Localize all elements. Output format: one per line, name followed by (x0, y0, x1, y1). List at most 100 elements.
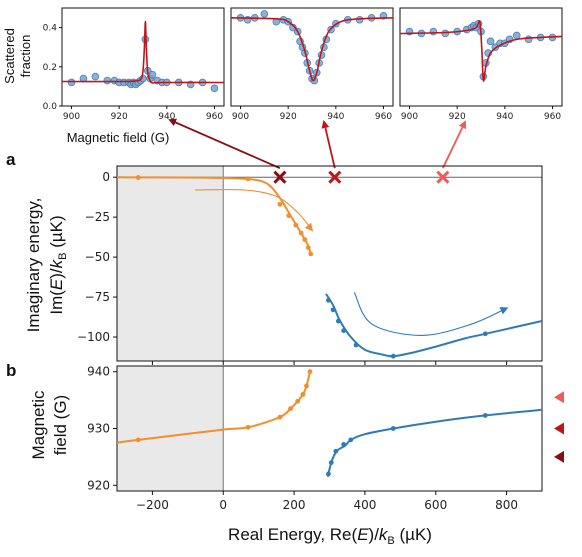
inset-frame (61, 7, 225, 107)
inset-ylabel-2: fraction (18, 35, 33, 78)
orange-series-point (302, 237, 308, 242)
y-tick-label: 0.4 (43, 24, 58, 34)
fit-line (399, 20, 563, 82)
blue-series-point (333, 448, 339, 454)
resonance-cross-marker (273, 170, 287, 184)
panel-b-chart: 920 930 940 −200 0 200 400 600 800 (87, 365, 564, 512)
data-point (148, 70, 157, 79)
data-point (210, 84, 219, 93)
data-point (512, 31, 521, 40)
blue-series-point (482, 331, 488, 337)
resonance-cross-marker (436, 170, 450, 184)
negative-energy-shade (117, 166, 224, 361)
panel-a-frame (116, 165, 543, 362)
x-tick-label: 0 (219, 498, 227, 512)
x-axis-label: Real Energy, Re(E)/kB (µK) (228, 525, 432, 547)
x-tick-label: 900 (401, 112, 418, 122)
inset-chart-1: 900 920 940 960 0.0 0.2 0.4 (43, 7, 225, 122)
inset-chart-2: 900 920 940 960 (230, 7, 394, 122)
x-tick-label: 920 (280, 112, 297, 122)
orange-series-point (135, 175, 141, 180)
orange-series-point (286, 213, 292, 218)
panel-a-ylabel-line1: Imaginary energy, (24, 198, 43, 333)
orange-series-point (245, 176, 251, 182)
orange-series-line (116, 176, 312, 255)
x-tick-label: 960 (375, 112, 392, 122)
blue-series-point (348, 437, 354, 443)
fit-line (61, 20, 225, 84)
cross-stroke (436, 170, 450, 184)
orange-series-point (308, 251, 314, 257)
blue-series-point (482, 413, 488, 418)
x-tick-label: 900 (63, 112, 80, 122)
y-tick-label: 940 (87, 365, 110, 379)
cross-stroke (273, 170, 287, 184)
data-point (103, 76, 112, 85)
orange-arrow (194, 188, 314, 232)
y-tick-label: −50 (85, 250, 110, 264)
x-tick-label: 920 (449, 112, 466, 122)
orange-series-point (245, 424, 251, 430)
blue-arrow (353, 292, 509, 336)
orange-series-point (307, 369, 313, 375)
orange-series-point (293, 222, 299, 228)
x-tick-label: 960 (544, 112, 561, 122)
data-point (524, 35, 533, 44)
blue-series-point (390, 426, 396, 431)
negative-energy-shade (117, 366, 224, 491)
orange-series-point (288, 406, 293, 412)
pointer-arrow (168, 118, 281, 170)
x-tick-label: 400 (353, 498, 376, 512)
blue-series-point (326, 297, 331, 303)
cross-stroke (328, 170, 342, 184)
x-tick-label: 900 (232, 112, 249, 122)
data-point (486, 37, 495, 46)
pointer-arrow (321, 120, 336, 169)
inset-pointer-arrows (168, 118, 467, 170)
data-point (67, 78, 76, 87)
inset-ylabel-1: Scattered (2, 28, 17, 84)
orange-series-point (277, 201, 283, 207)
data-point (441, 29, 450, 38)
orange-series-line (116, 371, 311, 444)
orange-series-point (295, 398, 301, 404)
data-point (429, 27, 438, 36)
blue-series-point (328, 460, 334, 465)
y-tick-label: 930 (87, 422, 110, 436)
orange-series-point (305, 245, 311, 250)
resonance-cross-marker (328, 170, 342, 184)
panel-b-ylabel-line2: field (G) (51, 395, 70, 455)
inset-chart-3: 900 920 940 960 (399, 7, 563, 122)
y-tick-label: 0.0 (43, 102, 58, 112)
blue-series-point (335, 318, 341, 324)
field-indicator-triangle (554, 391, 564, 404)
blue-series-point (330, 307, 336, 313)
orange-series-point (135, 437, 141, 443)
y-tick-label: −75 (85, 290, 110, 304)
y-tick-label: 0.2 (43, 63, 57, 73)
y-tick-label: 0 (102, 170, 110, 184)
blue-series-point (353, 342, 359, 348)
orange-series-point (300, 392, 306, 397)
x-tick-label: 800 (495, 498, 518, 512)
x-tick-label: 940 (496, 112, 513, 122)
panel-a-ylabel-line2: Im(E)/kB (µK) (47, 215, 69, 314)
pointer-arrow (442, 120, 467, 169)
x-tick-label: 600 (424, 498, 447, 512)
x-tick-label: 960 (206, 112, 223, 122)
field-indicator-triangle (554, 422, 564, 435)
blue-series-point (390, 353, 396, 359)
fit-line (230, 17, 394, 82)
blue-series-point (341, 442, 347, 447)
y-tick-label: −25 (85, 210, 110, 224)
field-indicator-triangle (554, 450, 564, 463)
panel-b-ylabel-line1: Magnetic (29, 390, 48, 459)
data-point (91, 72, 100, 81)
data-point (260, 10, 269, 18)
x-tick-label: 940 (158, 112, 175, 122)
panel-label-a: a (6, 150, 16, 169)
panel-a-chart: 0 −25 −50 −75 −100 (77, 165, 543, 365)
inset-xlabel: Magnetic field (G) (67, 130, 170, 145)
orange-series-point (304, 383, 309, 389)
orange-series-point (298, 230, 304, 236)
